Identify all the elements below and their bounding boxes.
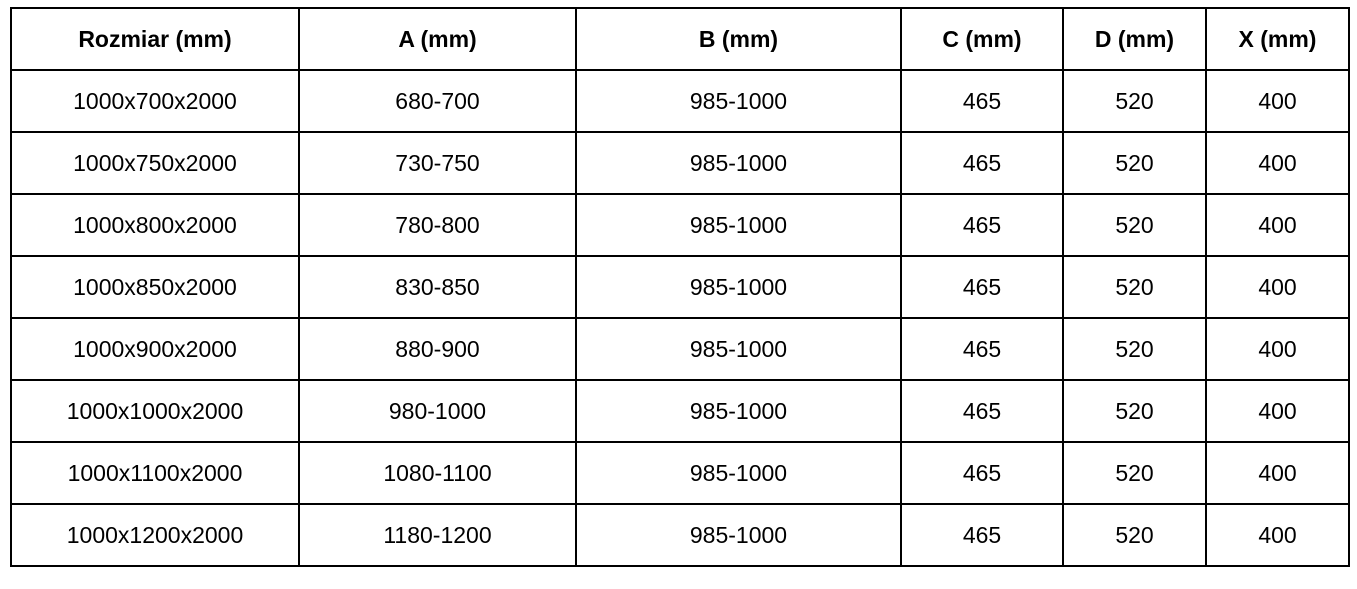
table-cell: 1000x1100x2000	[10, 441, 300, 505]
table-cell: 520	[1062, 441, 1207, 505]
table-cell: 465	[900, 131, 1064, 195]
table-cell: 980-1000	[298, 379, 577, 443]
column-header: X (mm)	[1205, 7, 1350, 71]
table-cell: 1000x700x2000	[10, 69, 300, 133]
table-row: 1000x1100x2000 1080-1100 985-1000 465 520 400	[10, 441, 1350, 505]
column-header: B (mm)	[575, 7, 902, 71]
table-row: 1000x900x2000 880-900 985-1000 465 520 400	[10, 317, 1350, 381]
table-cell: 1000x1000x2000	[10, 379, 300, 443]
table-cell: 985-1000	[575, 131, 902, 195]
table-cell: 985-1000	[575, 317, 902, 381]
table-cell: 400	[1205, 255, 1350, 319]
table-cell: 780-800	[298, 193, 577, 257]
table-cell: 520	[1062, 255, 1207, 319]
table-cell: 520	[1062, 317, 1207, 381]
header-row: Rozmiar (mm) A (mm) B (mm) C (mm) D (mm) X (m…	[10, 7, 1350, 71]
table-cell: 400	[1205, 193, 1350, 257]
table-cell: 520	[1062, 131, 1207, 195]
table-row: 1000x1200x2000 1180-1200 985-1000 465 520 400	[10, 503, 1350, 567]
table-row: 1000x1000x2000 980-1000 985-1000 465 520 400	[10, 379, 1350, 443]
table-row: 1000x850x2000 830-850 985-1000 465 520 400	[10, 255, 1350, 319]
table-cell: 465	[900, 503, 1064, 567]
table-cell: 985-1000	[575, 255, 902, 319]
table-cell: 985-1000	[575, 193, 902, 257]
table-cell: 985-1000	[575, 69, 902, 133]
table-cell: 985-1000	[575, 379, 902, 443]
table-cell: 1000x800x2000	[10, 193, 300, 257]
column-header: C (mm)	[900, 7, 1064, 71]
table-cell: 880-900	[298, 317, 577, 381]
table-cell: 985-1000	[575, 441, 902, 505]
table-cell: 465	[900, 317, 1064, 381]
table-cell: 1000x750x2000	[10, 131, 300, 195]
table-cell: 520	[1062, 379, 1207, 443]
table-cell: 465	[900, 441, 1064, 505]
table-cell: 1180-1200	[298, 503, 577, 567]
table-row: 1000x700x2000 680-700 985-1000 465 520 400	[10, 69, 1350, 133]
dimensions-table: Rozmiar (mm) A (mm) B (mm) C (mm) D (mm) X (m…	[10, 7, 1350, 567]
table-cell: 520	[1062, 193, 1207, 257]
table-cell: 520	[1062, 503, 1207, 567]
table-cell: 680-700	[298, 69, 577, 133]
table-cell: 985-1000	[575, 503, 902, 567]
table-cell: 465	[900, 193, 1064, 257]
table-cell: 730-750	[298, 131, 577, 195]
table-cell: 465	[900, 255, 1064, 319]
column-header: Rozmiar (mm)	[10, 7, 300, 71]
table-cell: 400	[1205, 503, 1350, 567]
table-cell: 400	[1205, 379, 1350, 443]
column-header: D (mm)	[1062, 7, 1207, 71]
table-cell: 1000x900x2000	[10, 317, 300, 381]
table-row: 1000x750x2000 730-750 985-1000 465 520 400	[10, 131, 1350, 195]
column-header: A (mm)	[298, 7, 577, 71]
table-cell: 400	[1205, 69, 1350, 133]
table-cell: 520	[1062, 69, 1207, 133]
table-cell: 400	[1205, 317, 1350, 381]
table-cell: 465	[900, 379, 1064, 443]
table-cell: 1080-1100	[298, 441, 577, 505]
table-row: 1000x800x2000 780-800 985-1000 465 520 400	[10, 193, 1350, 257]
table-cell: 400	[1205, 441, 1350, 505]
table-cell: 1000x850x2000	[10, 255, 300, 319]
table-cell: 830-850	[298, 255, 577, 319]
table-cell: 1000x1200x2000	[10, 503, 300, 567]
table-cell: 400	[1205, 131, 1350, 195]
table-cell: 465	[900, 69, 1064, 133]
